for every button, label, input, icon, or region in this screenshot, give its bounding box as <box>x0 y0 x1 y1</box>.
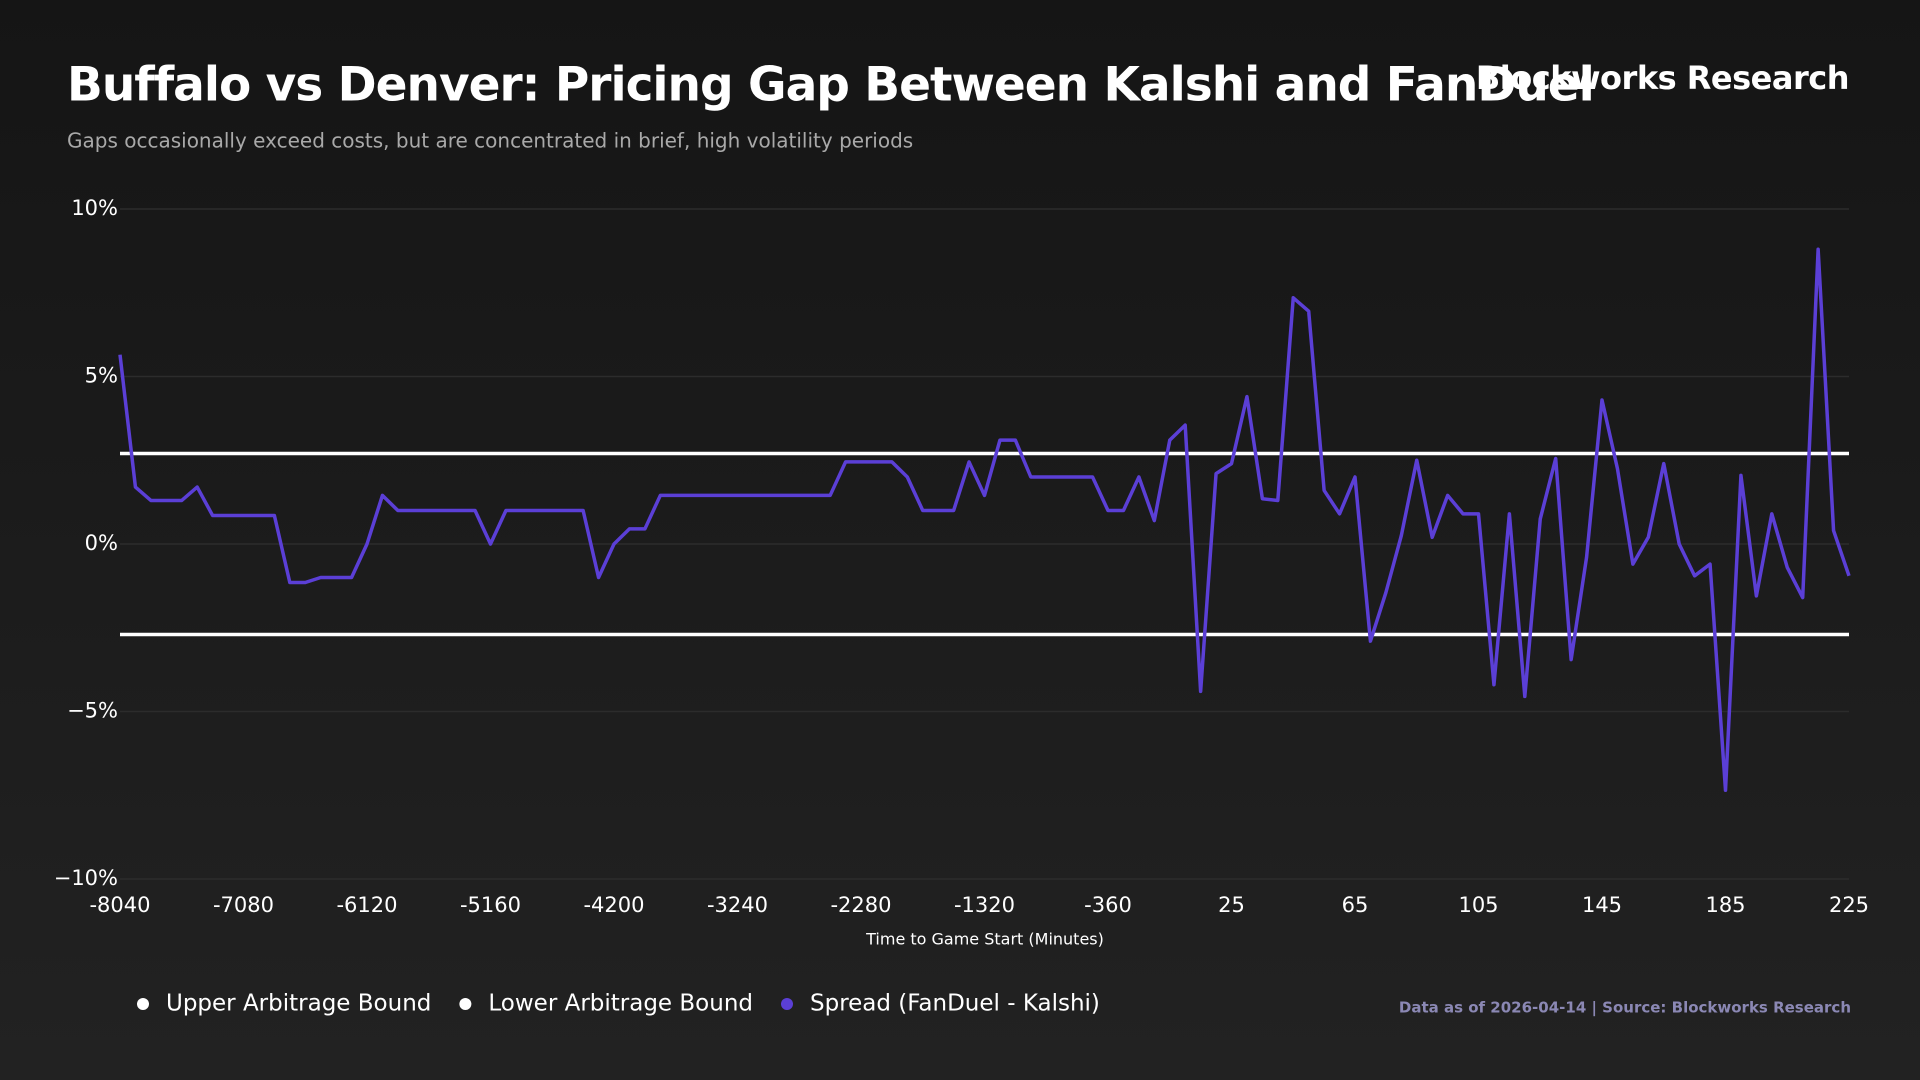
legend-label: Spread (FanDuel - Kalshi) <box>810 991 1100 1017</box>
x-tick-label: 225 <box>1829 893 1869 917</box>
chart-title: Buffalo vs Denver: Pricing Gap Between K… <box>67 58 1594 113</box>
x-tick-label: -1320 <box>954 893 1015 917</box>
x-tick-label: -6120 <box>336 893 397 917</box>
x-tick-label: -4200 <box>583 893 644 917</box>
y-tick-label: 5% <box>85 364 118 388</box>
series-line <box>118 247 1851 792</box>
legend-marker <box>459 998 472 1010</box>
legend-label: Upper Arbitrage Bound <box>166 991 431 1017</box>
x-tick-label: -360 <box>1084 893 1132 917</box>
y-tick-label: 10% <box>71 196 118 220</box>
x-tick-label: 25 <box>1218 893 1245 917</box>
legend-marker <box>137 998 149 1010</box>
x-tick-label: -2280 <box>830 893 891 917</box>
legend-marker <box>781 998 793 1010</box>
x-tick-label: -3240 <box>707 893 768 917</box>
x-axis-title: Time to Game Start (Minutes) <box>865 930 1104 949</box>
brand: Blockworks Research <box>1476 59 1849 97</box>
x-tick-label: -5160 <box>460 893 521 917</box>
x-tick-label: 65 <box>1342 893 1369 917</box>
x-tick-label: 105 <box>1458 893 1498 917</box>
y-tick-label: −5% <box>67 699 118 723</box>
x-tick-label: 145 <box>1582 893 1622 917</box>
chart-subtitle: Gaps occasionally exceed costs, but are … <box>67 129 913 153</box>
source-note: Data as of 2026-04-14 | Source: Blockwor… <box>1399 999 1851 1018</box>
y-tick-label: 0% <box>85 531 118 555</box>
x-tick-label: -8040 <box>89 893 150 917</box>
x-tick-label: 185 <box>1705 893 1745 917</box>
y-tick-label: −10% <box>54 866 118 890</box>
legend-label: Lower Arbitrage Bound <box>488 991 753 1017</box>
x-tick-label: -7080 <box>213 893 274 917</box>
